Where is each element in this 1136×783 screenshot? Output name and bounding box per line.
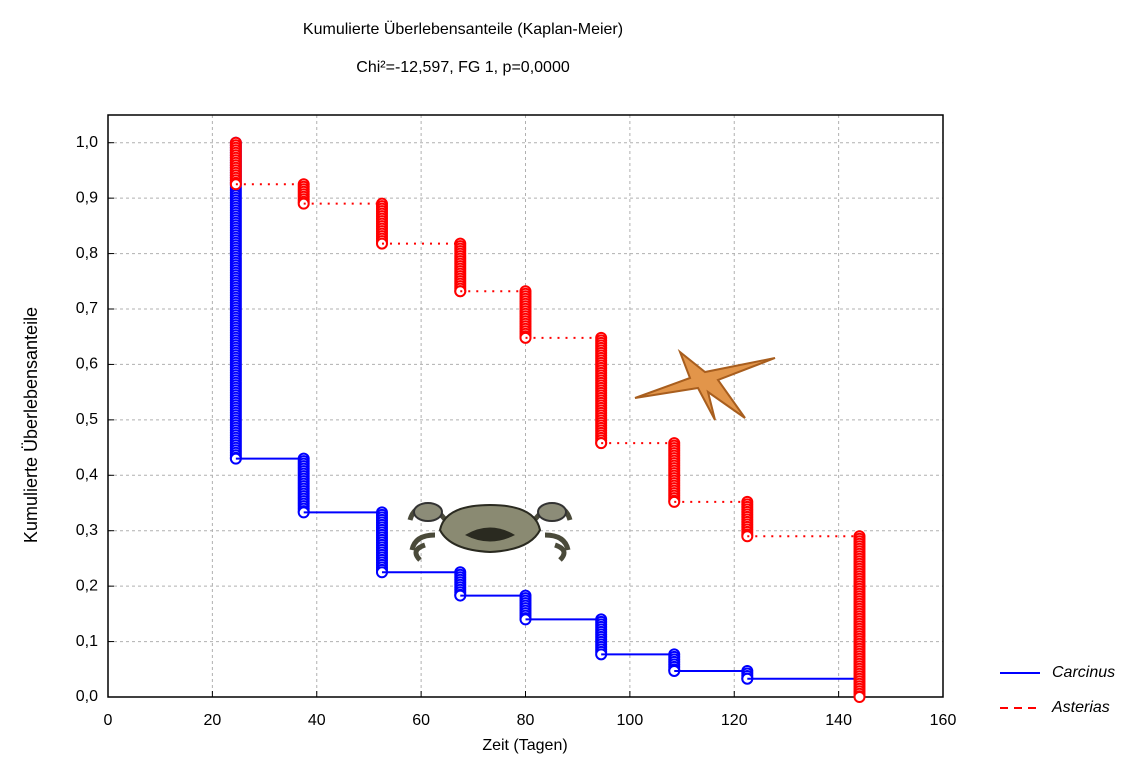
starfish-image <box>634 348 776 421</box>
y-tick-label: 0,6 <box>76 356 98 373</box>
x-tick-label: 80 <box>517 712 535 729</box>
event-marker <box>853 691 866 703</box>
x-tick-label: 140 <box>825 712 852 729</box>
event-column <box>595 331 608 450</box>
x-axis-label: Zeit (Tagen) <box>482 737 567 754</box>
crab-image <box>407 502 573 562</box>
x-tick-label: 60 <box>412 712 430 729</box>
y-tick-label: 0,1 <box>76 633 98 650</box>
event-column <box>853 530 866 703</box>
y-tick-label: 0,7 <box>76 300 98 317</box>
event-column <box>741 495 754 543</box>
event-column <box>297 178 310 210</box>
y-tick-label: 0,4 <box>76 467 98 484</box>
event-column <box>454 566 467 602</box>
chart-title: Kumulierte Überlebensanteile (Kaplan-Mei… <box>303 20 623 38</box>
x-tick-label: 40 <box>308 712 326 729</box>
x-tick-label: 100 <box>617 712 644 729</box>
plot-frame <box>107 114 944 698</box>
x-tick-label: 0 <box>104 712 113 729</box>
event-column <box>229 136 242 465</box>
y-tick-label: 0,2 <box>76 577 98 594</box>
event-column <box>297 452 310 519</box>
x-tick-label: 120 <box>721 712 748 729</box>
y-tick-label: 0,9 <box>76 189 98 206</box>
y-tick-label: 0,8 <box>76 245 98 262</box>
event-column <box>668 648 681 677</box>
legend-label: Carcinus <box>1052 664 1115 681</box>
y-tick-label: 0,5 <box>76 411 98 428</box>
event-column <box>229 136 242 191</box>
legend-label: Asterias <box>1051 699 1110 716</box>
y-tick-label: 0,3 <box>76 522 98 539</box>
event-column <box>454 237 467 298</box>
y-tick-label: 1,0 <box>76 134 98 151</box>
chart-subtitle: Chi²=-12,597, FG 1, p=0,0000 <box>356 59 570 76</box>
event-column <box>519 589 532 626</box>
event-column <box>741 664 754 685</box>
x-tick-label: 160 <box>930 712 957 729</box>
event-column <box>375 506 388 579</box>
y-tick-label: 0,0 <box>76 688 98 705</box>
event-column <box>668 437 681 508</box>
event-column <box>595 613 608 661</box>
event-column <box>375 197 388 250</box>
plot-area: 0 20 40 60 80 100 120 140 160 0,0 0,1 0,2 0,3 0,4 0,5 0… <box>76 114 957 729</box>
event-column <box>519 285 532 344</box>
y-axis-label: Kumulierte Überlebensanteile <box>21 307 41 543</box>
x-tick-label: 20 <box>203 712 221 729</box>
